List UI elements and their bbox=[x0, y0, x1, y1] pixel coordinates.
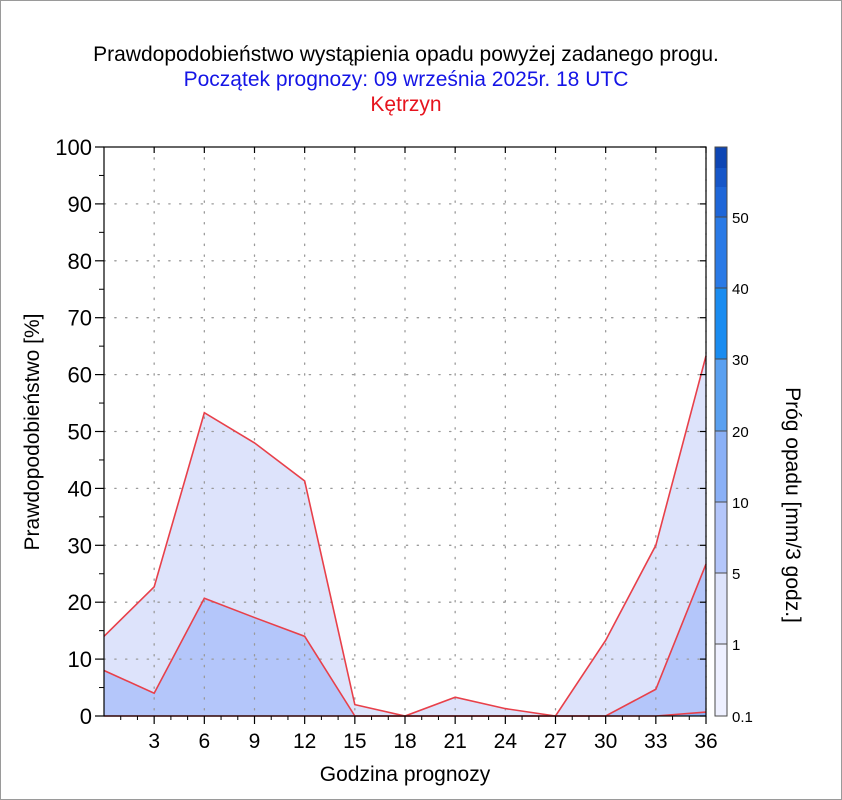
colorbar: 0.1 1 5 10 20 30 40 50 bbox=[714, 146, 753, 726]
x-tick-label: 9 bbox=[249, 730, 261, 753]
chart-title: Prawdopodobieństwo wystąpienia opadu pow… bbox=[93, 43, 719, 66]
y-tick-label: 50 bbox=[68, 420, 92, 445]
colorbar-segment-9 bbox=[715, 147, 727, 168]
forecast-start-subtitle: Początek prognozy: 09 września 2025r. 18… bbox=[183, 68, 629, 91]
y-axis-label: Prawdopodobieństwo [%] bbox=[21, 314, 44, 551]
x-axis-label: Godzina prognozy bbox=[320, 763, 491, 786]
y-tick-label: 80 bbox=[68, 249, 92, 274]
y-tick-label: 100 bbox=[55, 135, 92, 160]
x-tick-label: 12 bbox=[293, 730, 316, 753]
colorbar-segment-8 bbox=[715, 168, 727, 187]
colorbar-label: Próg opadu [mm/3 godz.] bbox=[781, 387, 804, 623]
y-tick-label: 70 bbox=[68, 306, 92, 331]
colorbar-tick-label: 40 bbox=[732, 281, 749, 298]
colorbar-tick-label: 10 bbox=[732, 495, 749, 512]
colorbar-segment-0 bbox=[715, 644, 727, 716]
y-tick-label: 10 bbox=[68, 647, 92, 672]
y-tick-label: 60 bbox=[68, 363, 92, 388]
y-tick-label: 90 bbox=[68, 192, 92, 217]
colorbar-segment-4 bbox=[715, 359, 727, 431]
colorbar-tick-label: 1 bbox=[732, 637, 740, 654]
x-tick-label: 33 bbox=[644, 730, 667, 753]
y-tick-label: 0 bbox=[80, 704, 92, 729]
colorbar-tick-label: 5 bbox=[732, 566, 740, 583]
colorbar-segment-3 bbox=[715, 431, 727, 502]
station-name: Kętrzyn bbox=[370, 93, 442, 116]
colorbar-tick-label: 0.1 bbox=[732, 709, 753, 726]
x-tick-label: 21 bbox=[443, 730, 466, 753]
colorbar-segment-6 bbox=[715, 217, 727, 288]
y-tick-label: 40 bbox=[68, 476, 92, 501]
x-tick-label: 6 bbox=[198, 730, 210, 753]
y-tick-label: 20 bbox=[68, 590, 92, 615]
x-tick-label: 30 bbox=[594, 730, 617, 753]
colorbar-segment-2 bbox=[715, 502, 727, 573]
x-tick-label: 24 bbox=[494, 730, 518, 753]
colorbar-segment-7 bbox=[715, 187, 727, 217]
colorbar-tick-label: 30 bbox=[732, 352, 749, 369]
y-tick-label: 30 bbox=[68, 533, 92, 558]
x-tick-label: 27 bbox=[544, 730, 567, 753]
x-tick-label: 18 bbox=[393, 730, 416, 753]
colorbar-tick-label: 20 bbox=[732, 424, 749, 441]
x-tick-label: 15 bbox=[343, 730, 366, 753]
x-tick-label: 36 bbox=[694, 730, 717, 753]
colorbar-segment-5 bbox=[715, 288, 727, 359]
colorbar-tick-label: 50 bbox=[732, 210, 749, 227]
colorbar-segment-1 bbox=[715, 573, 727, 644]
x-tick-label: 3 bbox=[148, 730, 160, 753]
